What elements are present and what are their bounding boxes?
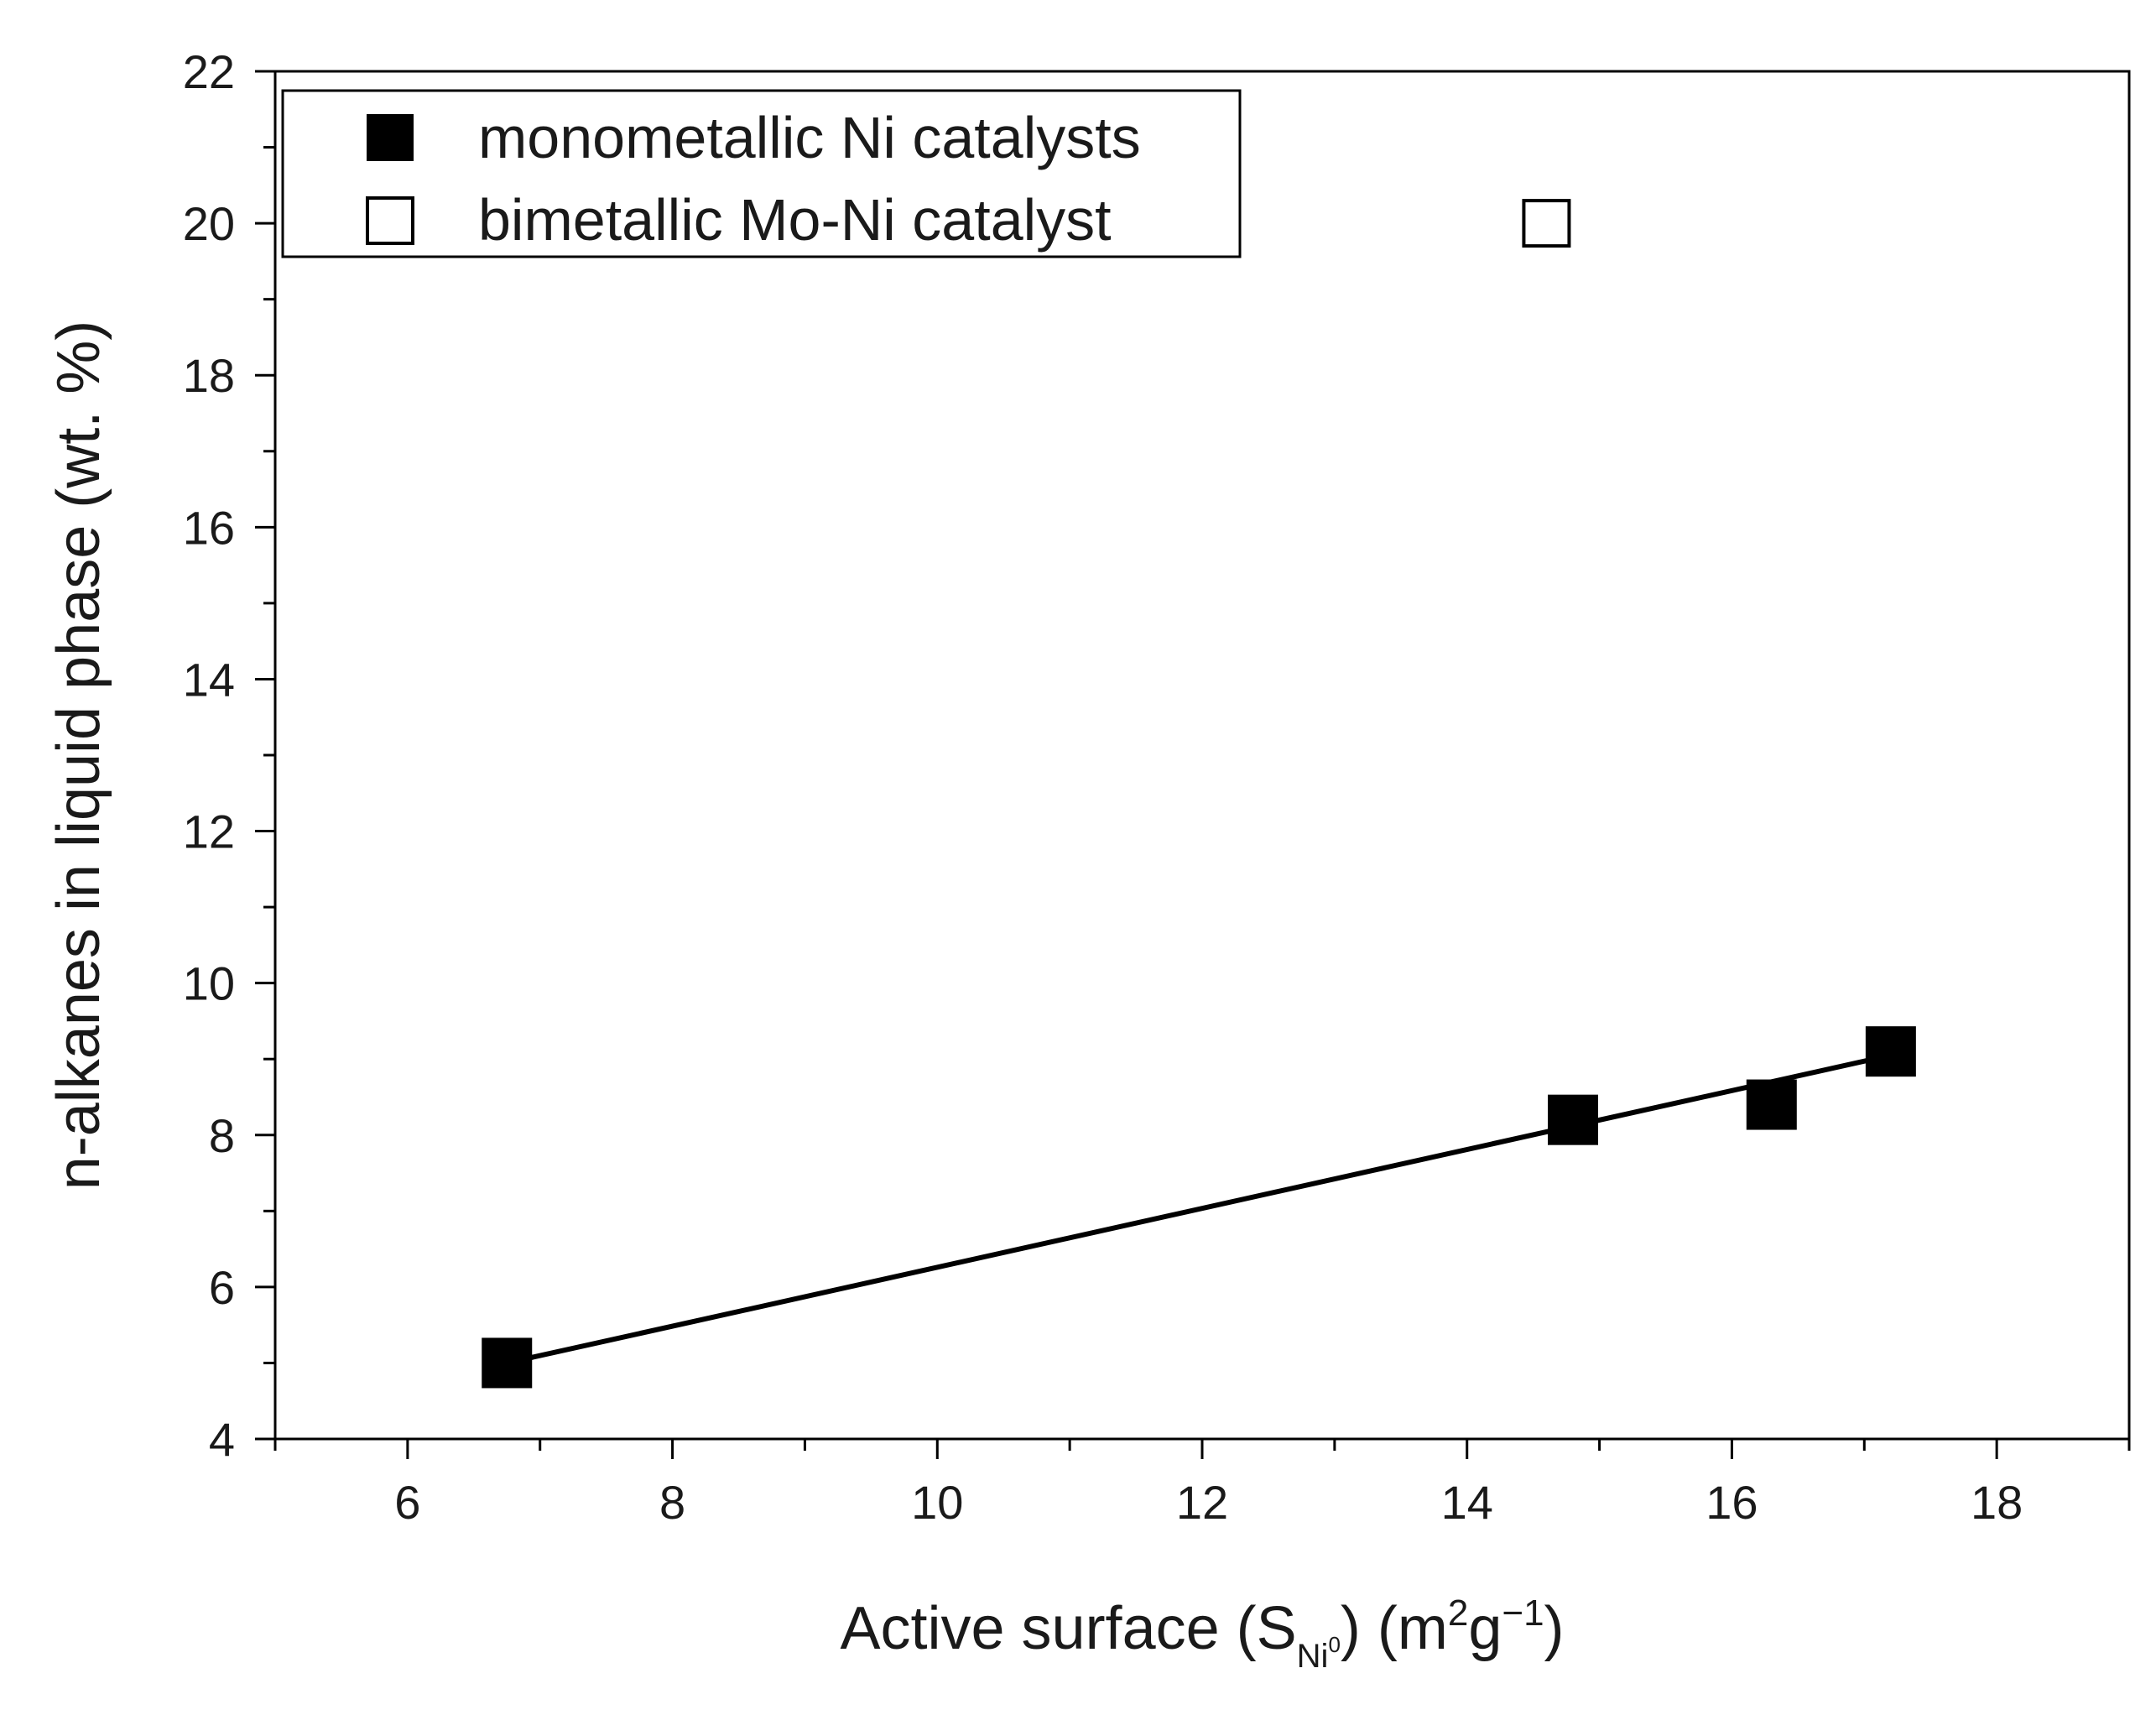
data-points: [482, 199, 1916, 1389]
data-point-monometallic: [1865, 1026, 1916, 1077]
x-tick-label: 16: [1706, 1476, 1758, 1529]
y-tick-label: 6: [209, 1261, 235, 1314]
y-tick-label: 14: [183, 653, 235, 706]
y-tick-label: 18: [183, 349, 235, 402]
data-point-monometallic: [1746, 1079, 1797, 1130]
legend-box: [281, 89, 1242, 258]
x-axis-title: Active surface (SNi0) (m2g−1): [840, 1592, 1564, 1675]
y-tick-label: 8: [209, 1109, 235, 1162]
data-point-monometallic: [482, 1337, 533, 1389]
data-point-bimetallic: [1522, 199, 1571, 248]
fit-line: [506, 1052, 1892, 1366]
x-tick-label: 8: [659, 1476, 685, 1529]
x-tick-label: 18: [1971, 1476, 2023, 1529]
x-tick-label: 14: [1441, 1476, 1493, 1529]
legend-marker-monometallic: [367, 114, 414, 161]
legend-label-bimetallic: bimetallic Mo-Ni catalyst: [478, 187, 1112, 253]
plot-frame: [273, 70, 2131, 1441]
x-axis-ticks: 6 8 10 12 14 16 18: [273, 1439, 2131, 1529]
plot-area: [273, 70, 2131, 1441]
y-axis-ticks: 4 6 8 10 12 14 16 18 20 22: [183, 45, 275, 1466]
x-tick-label: 6: [394, 1476, 420, 1529]
y-tick-label: 20: [183, 197, 235, 250]
x-tick-label: 12: [1176, 1476, 1228, 1529]
y-tick-label: 22: [183, 45, 235, 98]
legend: monometallic Ni catalysts bimetallic Mo-…: [281, 89, 1242, 258]
legend-marker-bimetallic: [366, 196, 414, 245]
legend-label-monometallic: monometallic Ni catalysts: [478, 105, 1141, 170]
y-axis-title: n-alkanes in liquid phase (wt. %): [45, 321, 112, 1191]
y-tick-label: 10: [183, 957, 235, 1010]
fit-line-group: [506, 1052, 1892, 1366]
y-tick-label: 4: [209, 1413, 235, 1466]
x-tick-label: 10: [911, 1476, 963, 1529]
y-tick-label: 12: [183, 805, 235, 858]
data-point-monometallic: [1548, 1094, 1598, 1145]
y-tick-label: 16: [183, 501, 235, 554]
